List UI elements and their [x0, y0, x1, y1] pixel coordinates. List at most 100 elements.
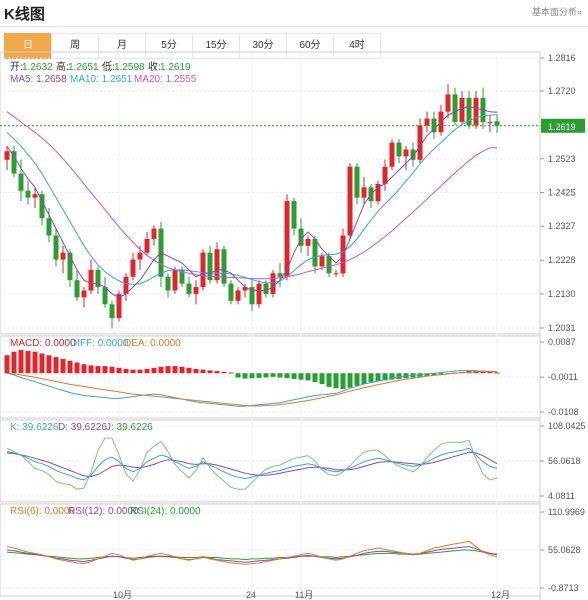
macd-bar: [424, 373, 430, 377]
candle-body: [102, 287, 108, 305]
macd-bar: [109, 366, 115, 374]
price-tick-label: 1.2425: [548, 187, 576, 197]
high-value: 1.2651: [68, 62, 99, 73]
macd-bar: [18, 349, 24, 374]
macd-bar: [368, 373, 374, 383]
open-label: 开:: [10, 62, 23, 73]
macd-bar: [326, 373, 332, 387]
macd-bar: [200, 369, 206, 374]
rsi-legend-6: RSI(6): 0.0000: [10, 506, 75, 517]
candle-body: [214, 249, 220, 281]
ma20-line: [6, 111, 497, 280]
header: K线图 基本面分析»: [0, 0, 588, 27]
candle-body: [340, 235, 346, 274]
high-label: 高:: [56, 60, 69, 73]
macd-bar: [354, 373, 360, 386]
macd-bar: [249, 373, 255, 379]
candle-body: [270, 273, 276, 294]
macd-bar: [284, 373, 290, 379]
candle-body: [67, 252, 73, 281]
kdj-tick-label: 56.0618: [548, 456, 581, 466]
kdj-legend-k: K: 39.6226: [10, 422, 59, 433]
macd-bar: [396, 373, 402, 379]
candle-body: [249, 287, 255, 305]
macd-bar: [172, 366, 178, 374]
macd-bar: [102, 366, 108, 374]
tab-day[interactable]: 日: [4, 33, 51, 59]
candlesticks: [4, 84, 500, 329]
candle-body: [403, 149, 409, 157]
ma5-legend: MA5: 1.2658: [10, 74, 67, 85]
tab-30min[interactable]: 30分: [239, 33, 286, 59]
tab-60min[interactable]: 60分: [286, 33, 333, 59]
page-title: K线图: [4, 6, 45, 23]
x-axis-label: 24: [246, 590, 256, 600]
candle-body: [466, 97, 472, 126]
rsi-tick-label: 55.0628: [548, 545, 581, 555]
candle-body: [130, 259, 136, 277]
macd-dea-line: [6, 371, 497, 407]
candle-body: [207, 252, 213, 281]
kdj-j-line: [6, 437, 498, 490]
candle-body: [235, 290, 241, 301]
macd-tick-label: -0.0108: [548, 407, 579, 417]
macd-bar: [291, 373, 297, 379]
macd-bar: [347, 373, 353, 388]
macd-bar: [431, 373, 437, 376]
macd-bar: [88, 365, 94, 374]
macd-bar: [277, 373, 283, 378]
price-tick-label: 1.2720: [548, 86, 576, 96]
pane-frames: [0, 51, 541, 600]
candle-body: [200, 252, 206, 288]
candle-body: [494, 121, 500, 126]
candle-body: [137, 252, 143, 260]
candle-body: [109, 304, 115, 319]
macd-bar: [179, 366, 185, 374]
x-axis-label: 11月: [295, 590, 313, 600]
fundamental-analysis-link[interactable]: 基本面分析»: [531, 7, 582, 17]
macd-bar: [151, 367, 157, 374]
x-axis-labels: 10月 24 11月 12月: [113, 590, 510, 600]
macd-bar: [305, 373, 311, 381]
rsi-legend: RSI(6): 0.0000 RSI(12): 0.0000 RSI(24): …: [10, 506, 201, 517]
candle-body: [396, 142, 402, 157]
macd-bar: [221, 371, 227, 374]
candle-body: [60, 252, 66, 260]
macd-tick-label: 0.0087: [548, 337, 576, 347]
macd-bar: [235, 373, 241, 378]
macd-bar: [319, 373, 325, 384]
macd-bar: [214, 371, 220, 374]
macd-bar: [361, 373, 367, 384]
candle-body: [11, 151, 17, 174]
macd-bar: [375, 373, 381, 382]
tab-15min[interactable]: 15分: [192, 33, 239, 59]
candle-body: [39, 194, 45, 219]
macd-bar: [130, 369, 136, 374]
price-tick-label: 1.2031: [548, 323, 576, 333]
candle-body: [4, 151, 10, 160]
macd-bar: [60, 358, 66, 374]
candle-body: [375, 183, 381, 202]
macd-bar: [46, 355, 52, 374]
macd-bar: [193, 368, 199, 374]
macd-legend-dea: DEA: 0.0000: [124, 338, 181, 349]
candle-body: [298, 228, 304, 246]
tab-month[interactable]: 月: [98, 33, 145, 59]
candle-body: [417, 125, 423, 160]
macd-bar: [438, 373, 444, 375]
period-tabs: 日 周 月 5分 15分 30分 60分 4时: [4, 33, 381, 59]
candle-body: [361, 187, 367, 198]
candle-body: [116, 293, 122, 319]
low-label: 低:: [102, 60, 115, 73]
last-price-label: 1.2619: [548, 122, 576, 132]
rsi-legend-12: RSI(12): 0.0000: [68, 506, 139, 517]
candle-body: [291, 201, 297, 229]
macd-bar: [116, 367, 122, 374]
candle-body: [32, 194, 38, 198]
candle-body: [228, 283, 234, 301]
candle-body: [256, 283, 262, 305]
tab-week[interactable]: 周: [51, 33, 98, 59]
tab-5min[interactable]: 5分: [145, 33, 192, 59]
low-value: 1.2598: [114, 62, 145, 73]
